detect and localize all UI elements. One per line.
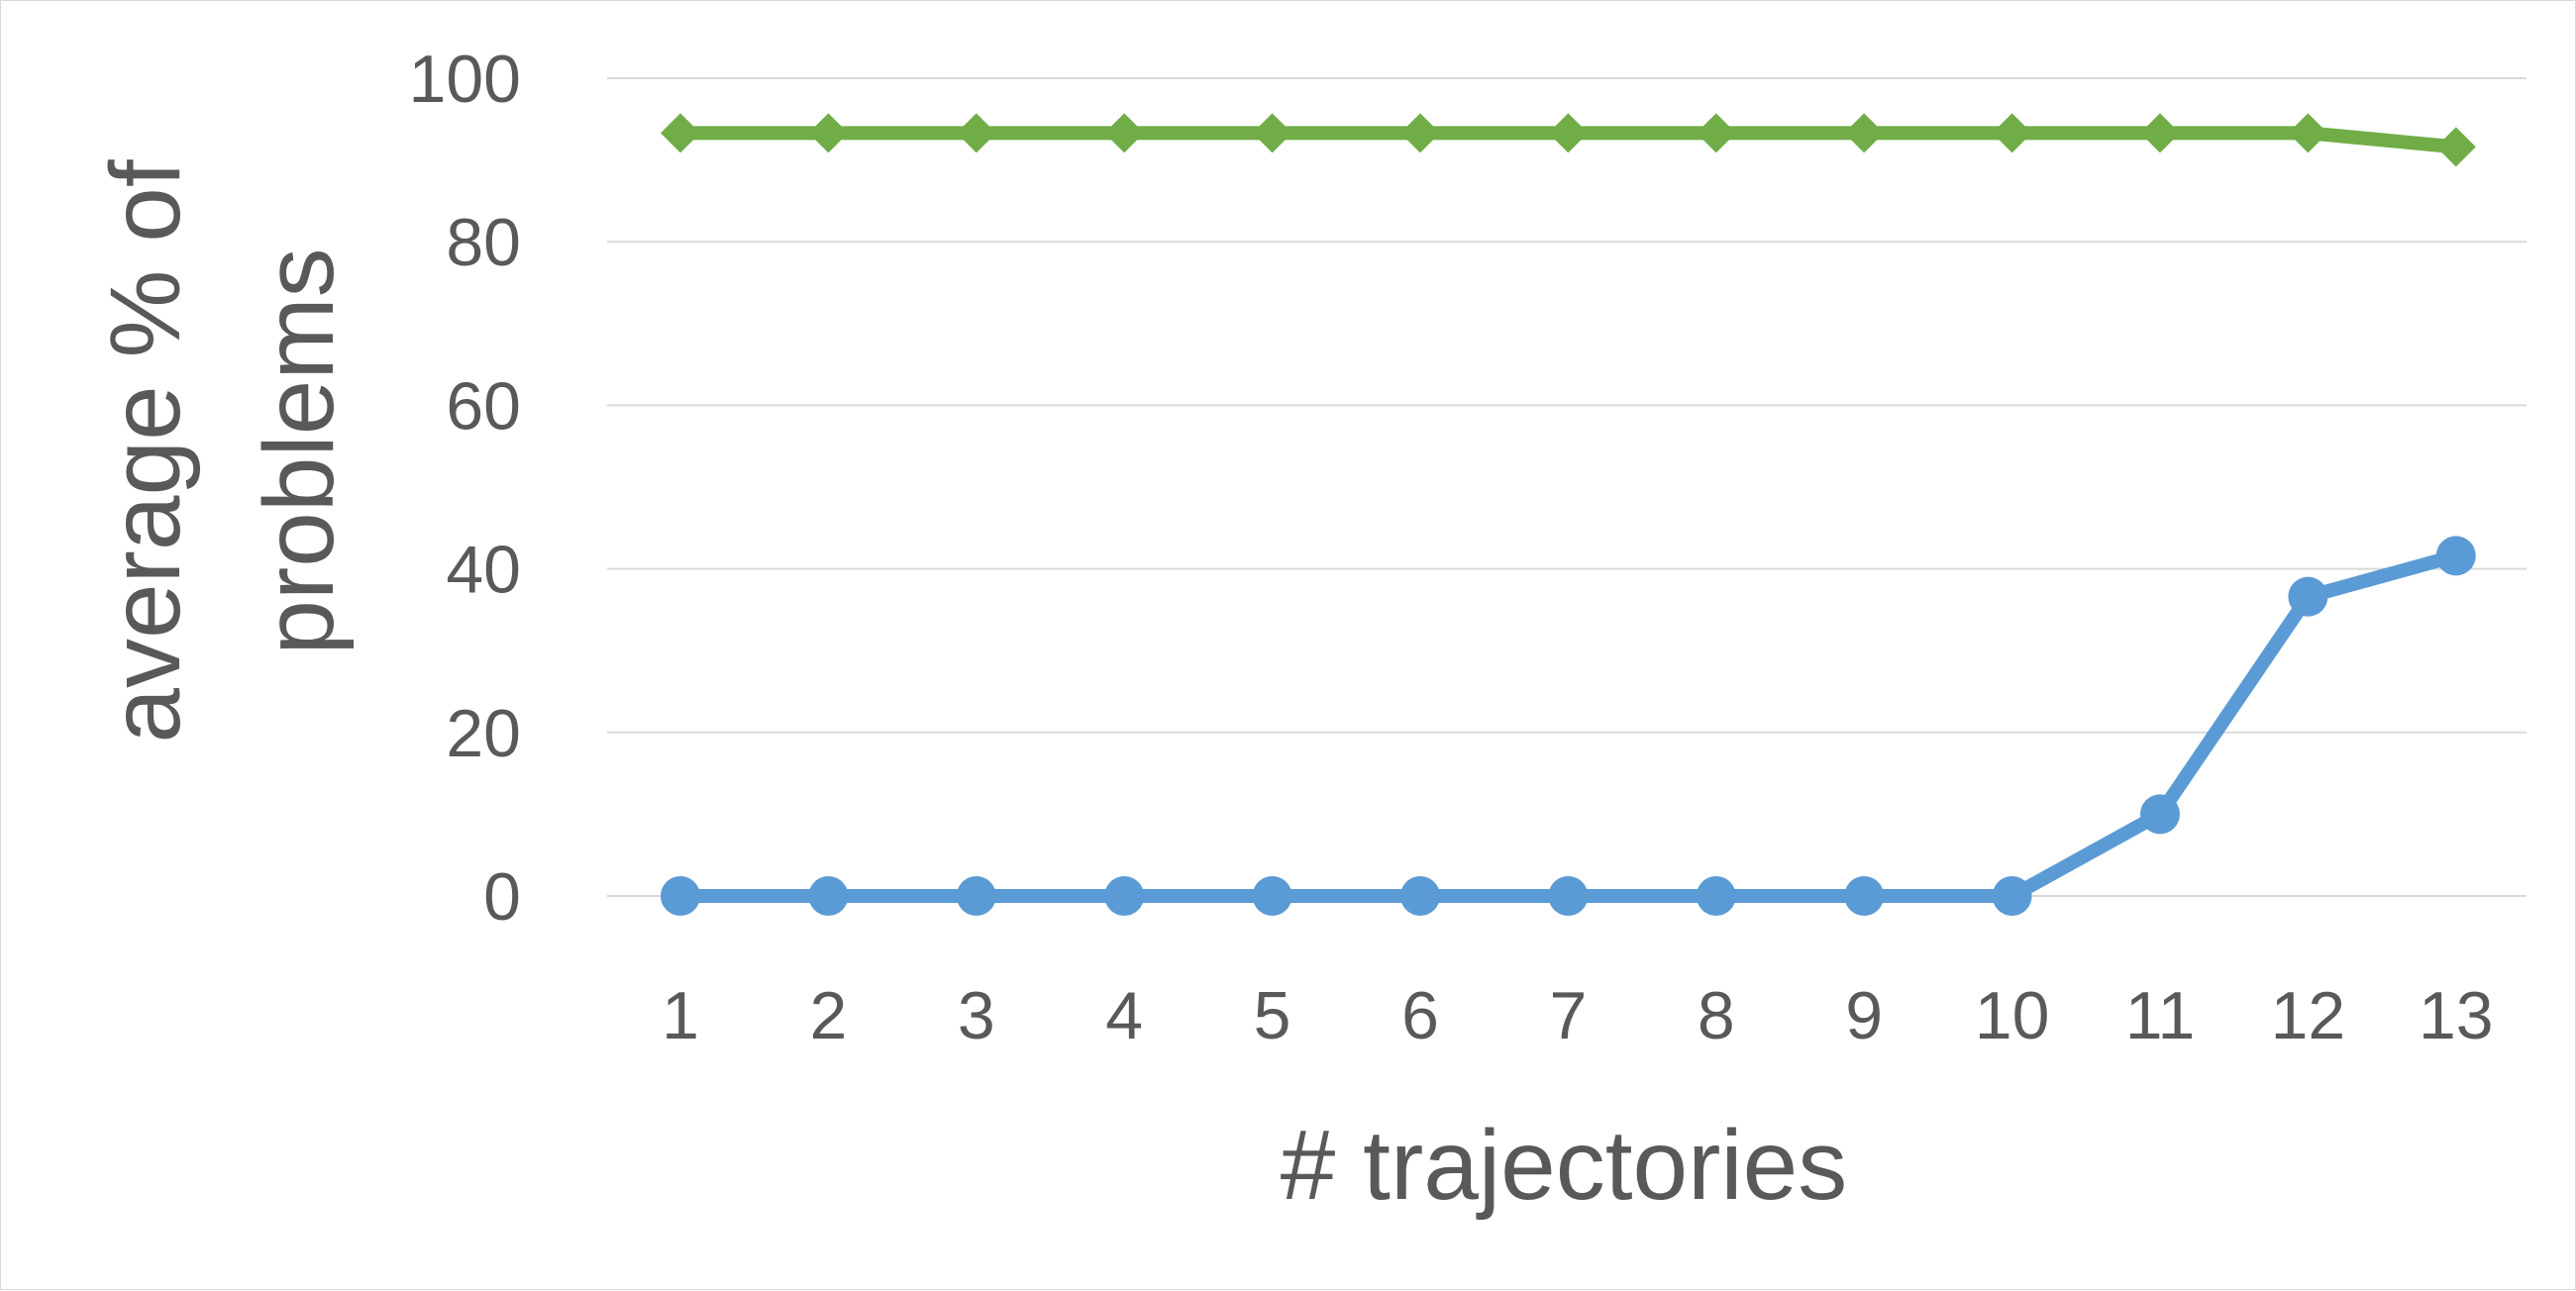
data-point-marker [1844, 113, 1885, 153]
data-point-marker [1696, 876, 1736, 916]
x-tick-label: 13 [2419, 978, 2494, 1053]
x-tick-label: 8 [1698, 978, 1735, 1053]
x-tick-label: 3 [958, 978, 995, 1053]
data-point-marker [2140, 794, 2180, 835]
series-2 [661, 536, 2476, 916]
y-axis-title: average % of problems [90, 159, 355, 743]
y-tick-label: 60 [446, 368, 521, 444]
x-tick-label: 10 [1975, 978, 2050, 1053]
y-axis-tick-labels: 0 20 40 60 80 100 [409, 42, 521, 935]
data-point-marker [661, 876, 700, 916]
series-1 [661, 113, 2476, 167]
y-tick-label: 80 [446, 205, 521, 280]
x-tick-label: 5 [1254, 978, 1291, 1053]
data-point-marker [808, 113, 849, 153]
data-point-marker [1400, 113, 1440, 153]
x-tick-label: 7 [1549, 978, 1587, 1053]
x-tick-label: 4 [1105, 978, 1143, 1053]
data-point-marker [1104, 876, 1145, 916]
data-point-marker [2288, 576, 2328, 617]
data-point-marker [1844, 876, 1885, 916]
y-axis-title-line-1: average % of [90, 159, 201, 743]
data-point-marker [1992, 113, 2032, 153]
x-tick-label: 12 [2271, 978, 2346, 1053]
series-lines [661, 113, 2476, 916]
x-tick-label: 9 [1845, 978, 1883, 1053]
data-point-marker [956, 113, 996, 153]
data-point-marker [1548, 113, 1589, 153]
y-tick-label: 40 [446, 533, 521, 608]
data-point-marker [1252, 113, 1292, 153]
y-axis-title-line-2: problems [244, 248, 355, 654]
data-point-marker [2288, 113, 2328, 153]
x-axis-title: # trajectories [1281, 1110, 1847, 1221]
data-point-marker [661, 113, 700, 153]
x-tick-label: 11 [2125, 978, 2196, 1053]
y-tick-label: 0 [483, 859, 521, 935]
data-point-marker [2140, 113, 2180, 153]
data-point-marker [2435, 127, 2476, 167]
y-tick-label: 20 [446, 696, 521, 771]
x-tick-label: 2 [809, 978, 847, 1053]
data-point-marker [956, 876, 996, 916]
x-tick-label: 6 [1401, 978, 1439, 1053]
data-point-marker [1696, 113, 1736, 153]
series-line [673, 548, 2463, 903]
data-point-marker [1104, 113, 1145, 153]
x-axis-tick-labels: 1 2 3 4 5 6 7 8 9 10 11 12 13 [662, 978, 2494, 1053]
data-point-marker [1548, 876, 1589, 916]
data-point-marker [1400, 876, 1440, 916]
data-point-marker [1992, 876, 2032, 916]
data-point-marker [2435, 536, 2476, 576]
x-tick-label: 1 [662, 978, 699, 1053]
data-point-marker [1252, 876, 1292, 916]
y-tick-label: 100 [409, 42, 521, 117]
gridlines [607, 77, 2526, 897]
data-point-marker [808, 876, 849, 916]
